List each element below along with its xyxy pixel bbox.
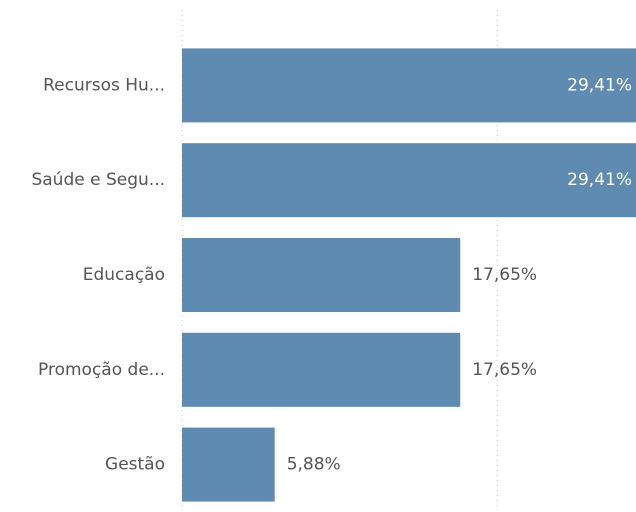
data-label: 17,65% bbox=[472, 265, 537, 285]
bar bbox=[182, 332, 461, 407]
bar bbox=[182, 427, 275, 502]
y-tick-label: Gestão bbox=[105, 455, 165, 475]
bar bbox=[182, 143, 636, 218]
y-tick-label: Saúde e Segu... bbox=[31, 170, 165, 190]
y-tick-label: Recursos Hu... bbox=[43, 75, 165, 95]
data-label: 29,41% bbox=[567, 170, 632, 190]
data-label: 5,88% bbox=[287, 455, 341, 475]
data-label: 29,41% bbox=[567, 75, 632, 95]
y-tick-label: Educação bbox=[83, 265, 165, 285]
data-label: 17,65% bbox=[472, 360, 537, 380]
bar bbox=[182, 238, 461, 312]
y-tick-label: Promoção de... bbox=[38, 360, 165, 380]
bar bbox=[182, 48, 636, 123]
